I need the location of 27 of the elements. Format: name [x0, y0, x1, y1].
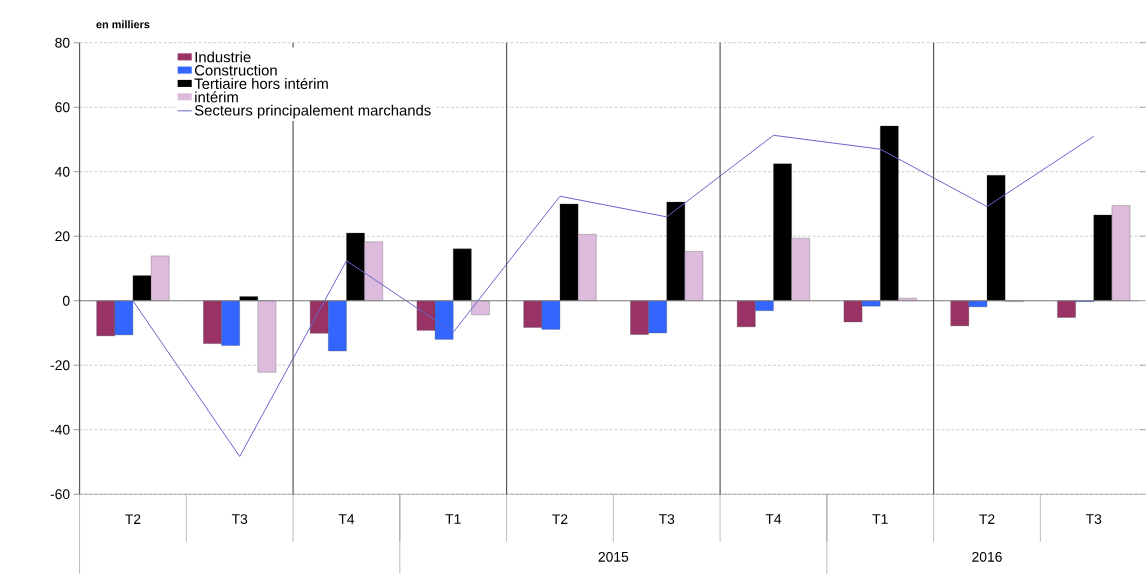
legend-label: Industrie — [195, 51, 251, 63]
x-tick-label: T3 — [1085, 514, 1102, 525]
y-tick-label: -60 — [50, 489, 70, 500]
x-tick-label: T4 — [765, 514, 782, 524]
x-tick-label: T3 — [231, 514, 248, 525]
x-tick-label: T2 — [979, 514, 995, 525]
y-axis-title: en milliers — [96, 20, 150, 29]
legend-label: Secteurs principalement marchands — [194, 104, 431, 119]
y-tick-label: 80 — [55, 37, 70, 48]
x-tick-label: T4 — [338, 514, 355, 524]
y-tick-label: 40 — [54, 166, 70, 177]
text: 2015 — [598, 552, 629, 562]
text: 2016 — [972, 552, 1002, 562]
y-tick-label: 60 — [55, 102, 70, 113]
line-series — [132, 134, 1095, 458]
x-tick-label: T2 — [125, 514, 141, 525]
y-tick-label: -20 — [50, 360, 70, 371]
x-tick-label: T1 — [872, 514, 888, 524]
y-tick-label: -40 — [50, 424, 70, 435]
legend-label: intérim — [195, 91, 238, 103]
x-tick-label: T2 — [552, 514, 568, 525]
y-tick-label: 0 — [62, 295, 70, 306]
y-tick-label: 20 — [55, 231, 70, 242]
x-tick-label: T3 — [658, 514, 675, 525]
x-tick-label: T1 — [445, 514, 461, 524]
legend-label: Construction — [194, 64, 277, 76]
legend-label: Tertiaire hors intérim — [194, 78, 328, 90]
